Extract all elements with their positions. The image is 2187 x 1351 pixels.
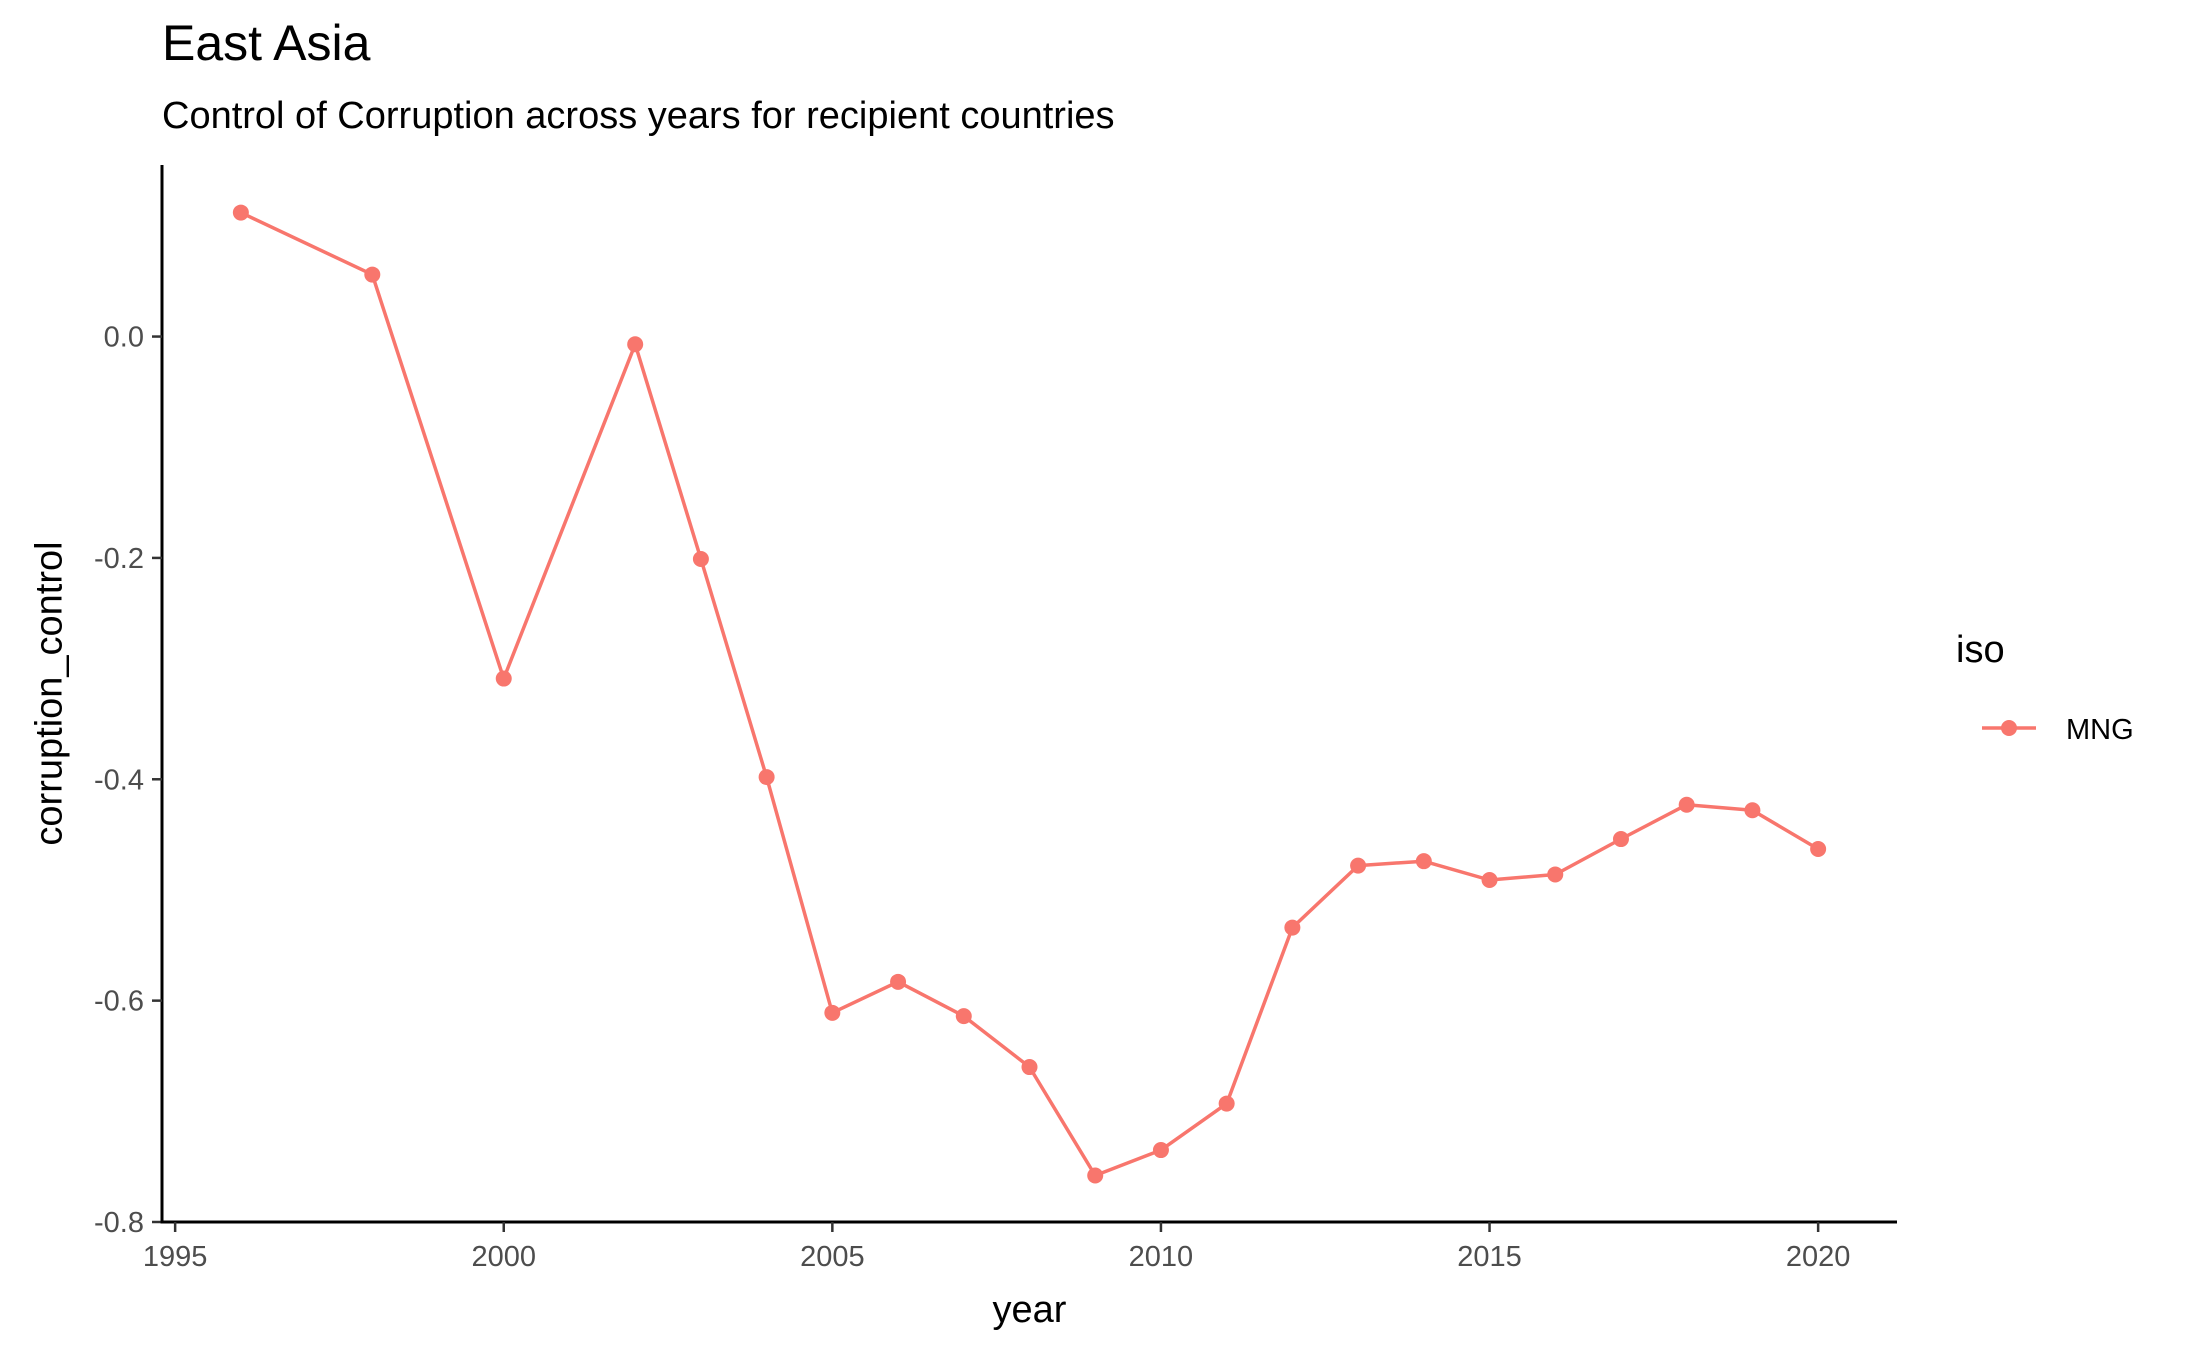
x-tick-label: 2010 [1129,1241,1194,1273]
data-point [1218,1095,1235,1112]
x-tick-label: 2005 [800,1241,865,1273]
data-point [890,973,907,990]
legend: iso MNG [1956,629,2134,746]
y-axis-title: corruption_control [28,541,70,845]
data-point [824,1004,841,1021]
x-tick-label: 1995 [143,1241,208,1273]
data-point [1415,853,1432,870]
data-point [364,266,381,283]
data-point [627,336,644,353]
y-tick-label: -0.6 [94,986,144,1018]
data-point [1810,841,1827,858]
x-axis: 1995 2000 2005 2010 2015 2020 [143,1220,1897,1273]
plot-area [232,204,1827,1184]
data-point [1481,871,1498,888]
y-tick-label: -0.4 [94,764,144,796]
data-point [495,670,512,687]
x-tick-label: 2015 [1457,1241,1522,1273]
y-tick-label: 0.0 [104,322,144,354]
data-point [1678,796,1695,813]
data-point [1087,1167,1104,1184]
x-tick-label: 2020 [1786,1241,1851,1273]
legend-label-mng: MNG [2066,714,2134,746]
data-point [1350,857,1367,874]
data-point [1152,1142,1169,1159]
y-tick-label: -0.2 [94,543,144,575]
data-point [692,551,709,568]
chart-title: East Asia [162,15,371,71]
data-point [1744,802,1761,819]
series-line-mng [240,211,1819,1178]
chart-subtitle: Control of Corruption across years for r… [162,95,1115,137]
legend-key-point [2001,720,2017,736]
data-point [1612,831,1629,848]
data-point [758,769,775,786]
x-axis-title: year [993,1289,1067,1331]
data-point [955,1008,972,1025]
x-tick-label: 2000 [471,1241,536,1273]
y-tick-label: -0.8 [94,1207,144,1239]
data-point [1021,1059,1038,1076]
data-point [232,204,249,221]
y-axis: 0.0 -0.2 -0.4 -0.6 -0.8 [94,165,164,1239]
data-point [1547,866,1564,883]
legend-title: iso [1956,629,2005,671]
data-point [1284,919,1301,936]
